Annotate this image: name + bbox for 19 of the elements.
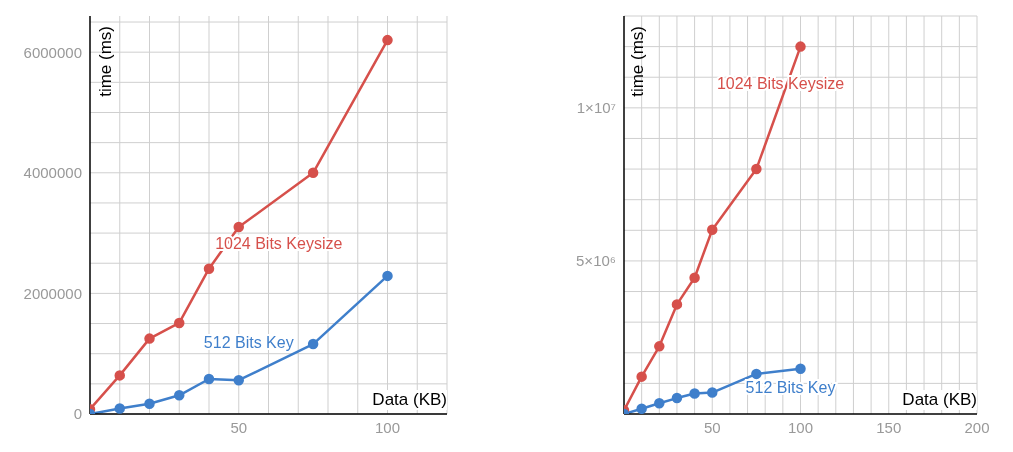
y-tick-label: 6000000 [23, 43, 82, 61]
x-tick-label: 50 [230, 418, 248, 436]
x-tick-label: 200 [964, 418, 990, 436]
y-tick-label: 5×10⁶ [576, 252, 616, 270]
x-axis-title: Data (KB) [372, 390, 447, 410]
x-tick-label: 150 [876, 418, 902, 436]
y-tick-label: 4000000 [23, 164, 82, 182]
y-tick-label: 1×10⁷ [576, 99, 616, 117]
y-axis-title: time (ms) [96, 26, 116, 97]
x-tick-label: 50 [703, 418, 721, 436]
y-tick-label: 0 [73, 405, 82, 423]
x-tick-label: 100 [374, 418, 401, 436]
series-label: 1024 Bits Keysize [716, 74, 845, 92]
series-label: 512 Bits Key [745, 378, 836, 396]
x-tick-label: 100 [787, 418, 814, 436]
series-label: 512 Bits Key [203, 334, 294, 352]
y-tick-label: 2000000 [23, 284, 82, 302]
x-axis-title: Data (KB) [902, 390, 977, 410]
y-axis-title: time (ms) [628, 26, 648, 97]
